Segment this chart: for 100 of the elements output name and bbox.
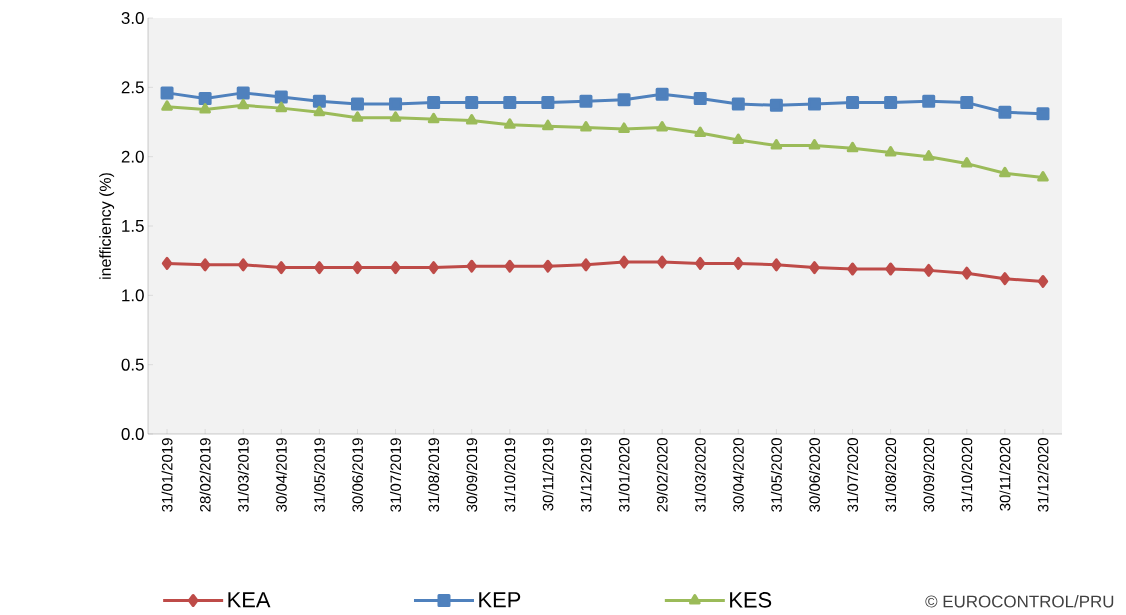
y-axis-title: inefficiency (%) [99, 173, 115, 279]
point [350, 97, 364, 111]
point [237, 258, 249, 272]
point [999, 166, 1011, 178]
x-tick-label: 31/08/2020 [885, 438, 897, 512]
point [161, 100, 173, 111]
x-tick-label: 29/02/2020 [656, 438, 668, 512]
y-tick-label: 3.0 [121, 12, 144, 24]
x-tick-label: 30/11/2020 [999, 438, 1011, 511]
point [1037, 170, 1049, 182]
point [312, 94, 326, 108]
point [846, 96, 860, 110]
point [846, 141, 859, 153]
x-tick-label: 30/09/2020 [923, 438, 935, 512]
point [694, 126, 707, 138]
point [618, 122, 630, 133]
point [351, 111, 364, 122]
point [580, 121, 592, 132]
point [352, 261, 363, 275]
x-tick-label: 28/02/2019 [199, 438, 211, 512]
point [199, 258, 211, 272]
point [236, 86, 250, 100]
point [770, 139, 783, 150]
x-tick-label: 31/03/2020 [694, 438, 706, 512]
point [389, 111, 402, 122]
point [771, 258, 782, 272]
point [922, 150, 935, 161]
point [580, 258, 592, 272]
point [389, 97, 403, 111]
point [427, 96, 441, 110]
y-tick-label: 1.0 [122, 289, 144, 302]
point [923, 263, 934, 277]
x-tick-label: 31/12/2019 [580, 438, 592, 512]
point [541, 96, 555, 110]
point [960, 96, 974, 110]
point [161, 256, 173, 270]
point [769, 98, 783, 112]
point [542, 259, 554, 273]
point [275, 101, 288, 113]
point [809, 261, 820, 275]
point [237, 98, 250, 110]
point [693, 91, 707, 105]
point [504, 259, 516, 273]
x-tick-label: 30/11/2019 [542, 438, 554, 511]
x-tick-label: 31/12/2020 [1037, 438, 1049, 512]
x-tick-label: 31/07/2020 [847, 438, 859, 512]
x-tick-label: 31/08/2019 [428, 438, 440, 512]
point [998, 105, 1012, 119]
x-tick-label: 31/10/2020 [961, 438, 973, 512]
text: © EUROCONTROL/PRU [925, 595, 1114, 608]
y-tick-label: 2.5 [121, 81, 144, 94]
point [618, 255, 630, 269]
x-tick-label: 31/01/2020 [618, 438, 630, 512]
x-tick-label: 31/10/2019 [504, 438, 516, 512]
legend-label: KES [730, 592, 772, 608]
y-tick-label: 0.5 [121, 358, 144, 371]
point [466, 259, 477, 273]
point [733, 256, 744, 270]
point [465, 114, 478, 125]
point [314, 261, 325, 275]
point [274, 90, 288, 104]
legend-label: KEP [479, 592, 521, 608]
point [199, 103, 211, 114]
point [1037, 274, 1049, 288]
point [542, 119, 554, 131]
x-tick-label: 31/07/2019 [390, 438, 402, 512]
point [617, 93, 631, 107]
point [465, 96, 479, 110]
point [427, 112, 440, 124]
point [884, 96, 898, 110]
x-tick-label: 31/05/2019 [313, 438, 325, 512]
point [1036, 107, 1050, 121]
y-tick-label: 1.5 [122, 220, 144, 232]
point [656, 121, 668, 132]
point [885, 262, 896, 276]
point [313, 105, 326, 117]
point [884, 146, 897, 157]
point [503, 96, 517, 110]
point [390, 261, 401, 275]
point [960, 157, 973, 168]
x-tick-label: 31/05/2020 [770, 438, 782, 512]
point [807, 97, 821, 111]
point [999, 272, 1011, 286]
x-tick-label: 31/03/2019 [237, 438, 249, 512]
point [503, 118, 516, 129]
point [732, 133, 745, 145]
x-tick-label: 31/01/2019 [161, 438, 173, 512]
point [579, 94, 593, 108]
point [428, 261, 439, 275]
point [655, 87, 669, 101]
point [694, 256, 706, 270]
point [656, 255, 668, 269]
point [160, 86, 174, 100]
x-tick-label: 30/04/2019 [275, 438, 287, 512]
point [961, 266, 973, 280]
point [847, 262, 858, 276]
y-tick-label: 2.0 [121, 150, 144, 163]
point [808, 139, 821, 150]
x-tick-label: 30/06/2020 [808, 438, 820, 512]
x-tick-label: 30/04/2020 [732, 438, 744, 512]
